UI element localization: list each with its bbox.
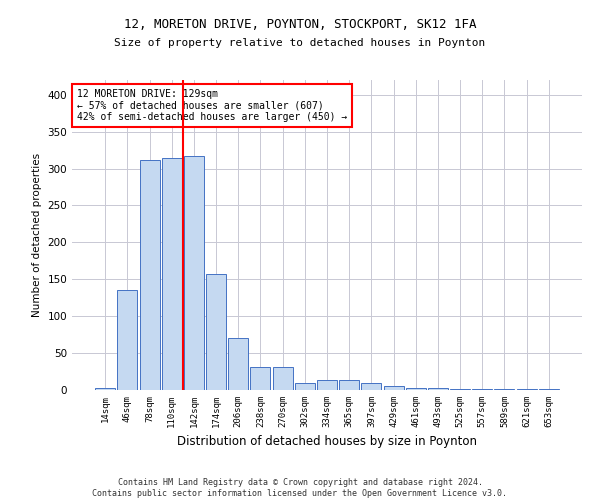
Bar [250, 367, 271, 390]
Bar [361, 384, 382, 390]
Bar [140, 160, 160, 390]
Bar [228, 338, 248, 390]
Y-axis label: Number of detached properties: Number of detached properties [32, 153, 42, 317]
Text: Size of property relative to detached houses in Poynton: Size of property relative to detached ho… [115, 38, 485, 48]
Bar [272, 367, 293, 390]
Bar [450, 388, 470, 390]
Bar [206, 274, 226, 390]
Text: 12 MORETON DRIVE: 129sqm
← 57% of detached houses are smaller (607)
42% of semi-: 12 MORETON DRIVE: 129sqm ← 57% of detach… [77, 90, 347, 122]
Bar [383, 386, 404, 390]
Bar [295, 384, 315, 390]
Bar [118, 290, 137, 390]
Bar [472, 388, 492, 390]
Bar [339, 380, 359, 390]
Bar [406, 388, 426, 390]
Bar [184, 156, 204, 390]
Text: 12, MORETON DRIVE, POYNTON, STOCKPORT, SK12 1FA: 12, MORETON DRIVE, POYNTON, STOCKPORT, S… [124, 18, 476, 30]
X-axis label: Distribution of detached houses by size in Poynton: Distribution of detached houses by size … [177, 436, 477, 448]
Text: Contains HM Land Registry data © Crown copyright and database right 2024.
Contai: Contains HM Land Registry data © Crown c… [92, 478, 508, 498]
Bar [428, 388, 448, 390]
Bar [95, 388, 115, 390]
Bar [539, 388, 559, 390]
Bar [162, 158, 182, 390]
Bar [317, 380, 337, 390]
